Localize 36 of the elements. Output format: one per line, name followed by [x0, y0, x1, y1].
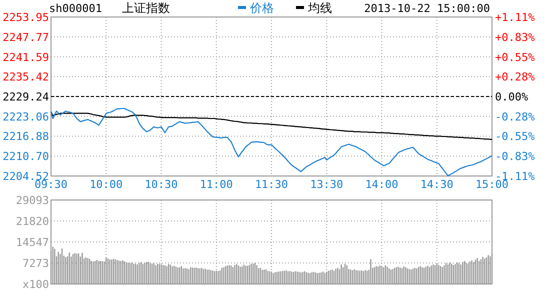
y2-tick-label: -0.83% — [495, 150, 536, 163]
x-tick-label: 09:30 — [34, 178, 68, 191]
y2-tick-label: -0.28% — [495, 110, 536, 124]
text: sh000001 — [49, 2, 102, 15]
y-tick-label: 2235.42 — [2, 70, 49, 84]
y-tick-label: 2210.70 — [2, 150, 49, 164]
legend-label: 价格 — [249, 1, 274, 15]
y-tick-label: 2229.24 — [2, 90, 50, 104]
x-tick-label: 14:30 — [420, 178, 454, 191]
chart-title: 上证指数 — [122, 1, 170, 15]
y-tick-label: 21820 — [16, 215, 49, 228]
y2-tick-label: +0.55% — [495, 51, 536, 64]
y2-tick-label: -0.55% — [495, 130, 536, 143]
y-tick-label: 29093 — [16, 194, 49, 207]
x-tick-label: 10:30 — [144, 178, 178, 191]
line-series — [50, 111, 493, 140]
x-tick-label: 14:00 — [365, 178, 398, 191]
x-tick-label: 10:00 — [90, 178, 123, 191]
y2-tick-label: 0.00% — [495, 90, 528, 104]
legend-label: 均线 — [307, 1, 332, 15]
line-series — [50, 108, 493, 176]
y-tick-label: 14547 — [16, 236, 49, 249]
y-tick-label: 2223.06 — [2, 110, 49, 124]
y-tick-label: 2247.77 — [2, 30, 49, 44]
y-tick-label: x100 — [22, 278, 49, 291]
y-tick-label: 7273 — [22, 257, 49, 270]
y2-tick-label: +1.11% — [495, 11, 536, 24]
y-tick-label: 2241.59 — [2, 50, 49, 64]
y-tick-label: 2253.95 — [2, 11, 49, 24]
x-tick-label: 11:30 — [254, 178, 288, 191]
y2-tick-label: +0.83% — [495, 31, 536, 44]
y-tick-label: 2216.88 — [2, 130, 49, 144]
chart-subtitle: 2013-10-22 15:00:00 — [364, 2, 490, 15]
x-tick-label: 13:30 — [310, 178, 344, 191]
x-tick-label: 11:00 — [200, 178, 233, 191]
y2-tick-label: +0.28% — [495, 70, 536, 84]
